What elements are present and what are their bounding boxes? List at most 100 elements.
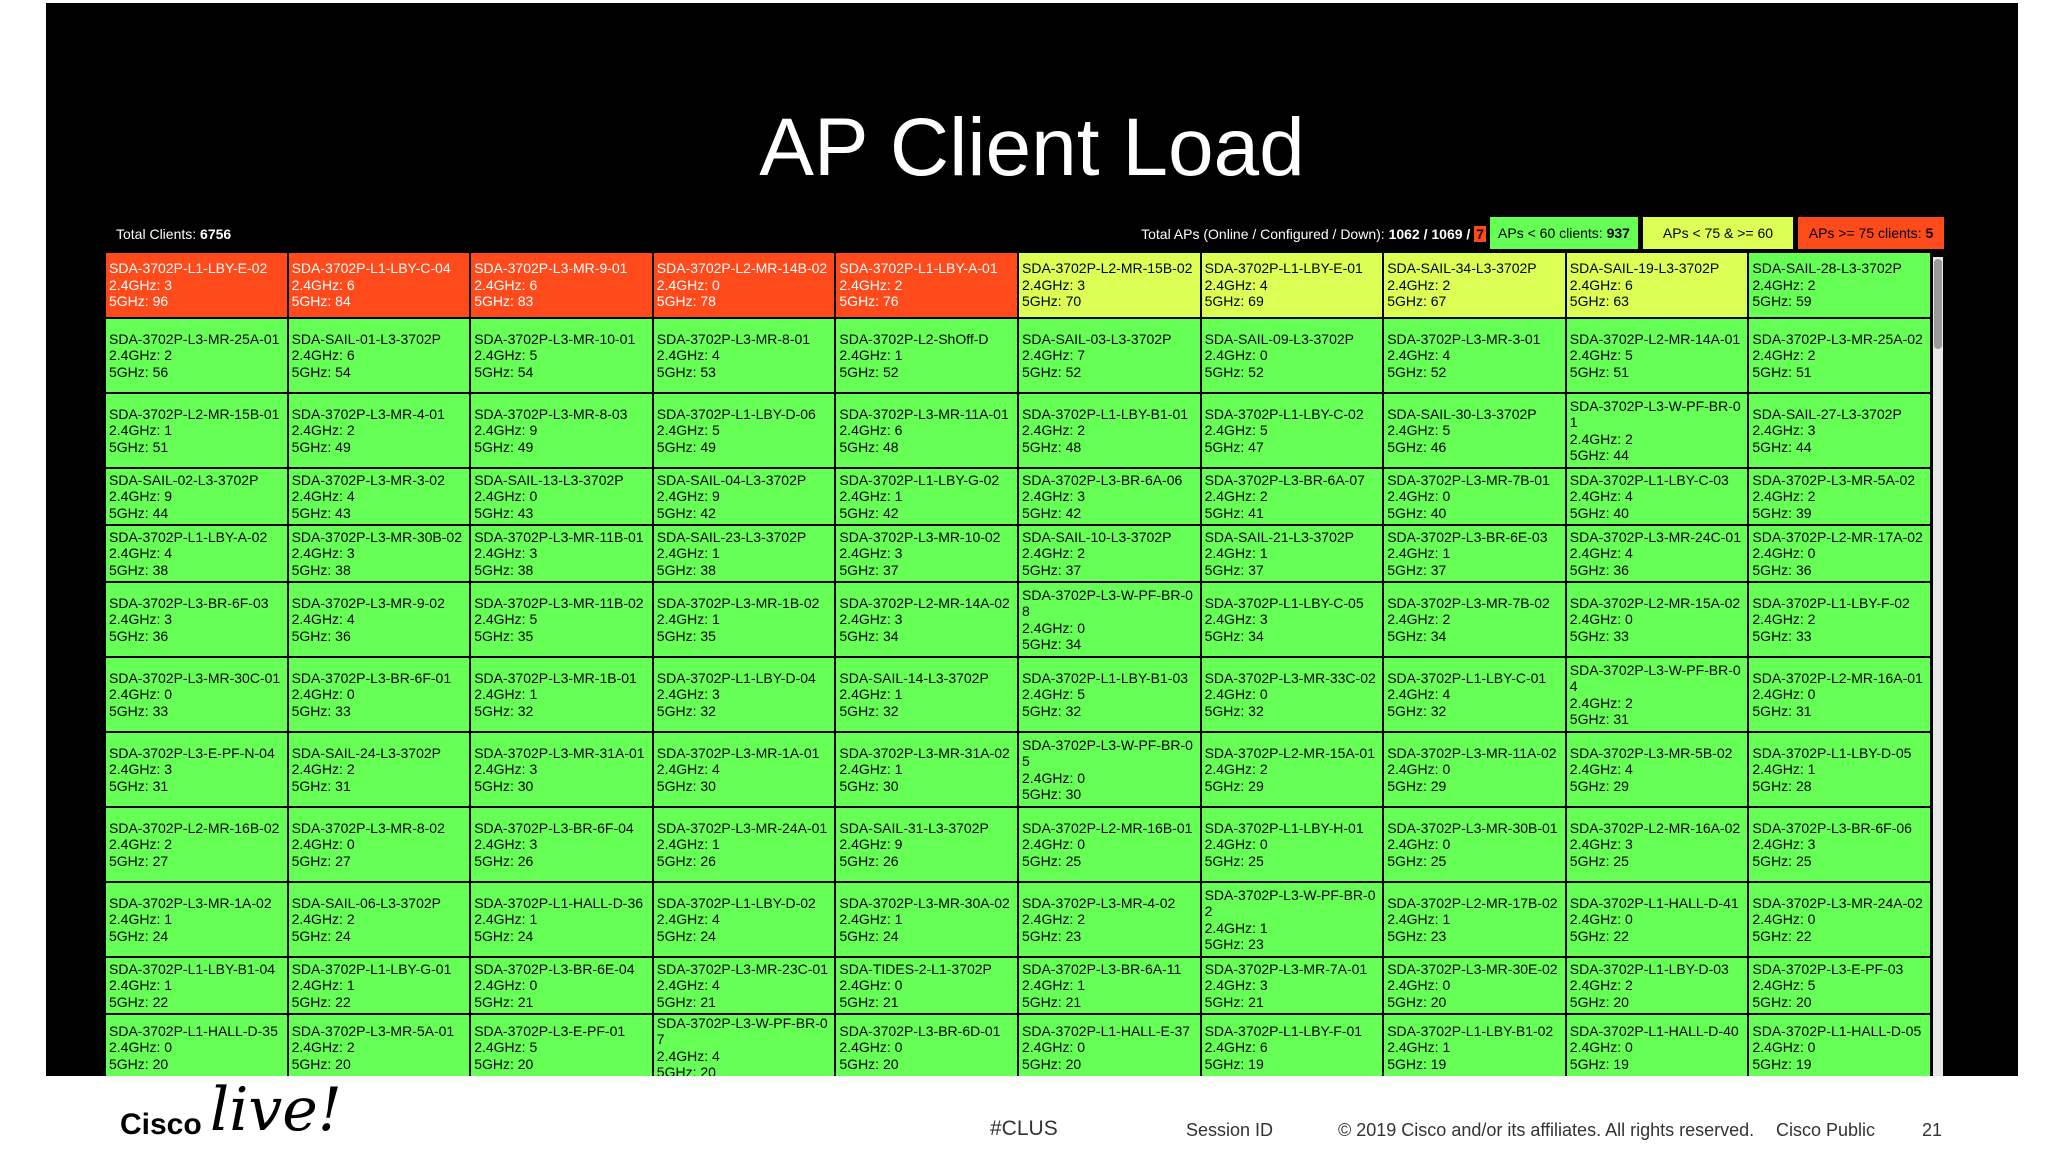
ap-2g-clients: 2.4GHz: 2: [292, 911, 467, 928]
ap-2g-clients: 2.4GHz: 0: [1387, 977, 1562, 994]
ap-2g-clients: 2.4GHz: 3: [1752, 836, 1927, 853]
ap-cell: SDA-3702P-L3-MR-30E-02 2.4GHz: 0 5GHz: 20: [1384, 958, 1565, 1013]
ap-5g-clients: 5GHz: 33: [109, 703, 284, 720]
band-label-2g: 2.4GHz:: [1387, 422, 1439, 439]
ap-2g-clients: 2.4GHz: 0: [1570, 1039, 1745, 1056]
ap-name: SDA-3702P-L3-BR-6E-03: [1387, 528, 1548, 545]
ap-2g-clients: 2.4GHz: 3: [109, 277, 284, 294]
band-label-2g: 2.4GHz:: [474, 276, 526, 293]
ap-name: SDA-3702P-L3-MR-10-01: [474, 330, 636, 347]
ap-name: SDA-3702P-L3-MR-30B-02: [291, 528, 462, 545]
ap-name: SDA-3702P-L3-BR-6E-04: [474, 960, 635, 977]
ap-cell: SDA-3702P-L2-MR-16A-01 2.4GHz: 0 5GHz: 31: [1749, 658, 1930, 731]
ap-5g-clients: 5GHz: 83: [474, 293, 649, 310]
band-label-2g: 2.4GHz:: [109, 911, 161, 928]
ap-name: SDA-3702P-L3-MR-9-02: [291, 594, 445, 611]
value-5g: 63: [1613, 293, 1629, 310]
grid-scrollbar[interactable]: [1933, 257, 1943, 1076]
band-label-5g: 5GHz:: [1387, 777, 1427, 794]
ap-name: SDA-3702P-L3-MR-31A-02: [839, 744, 1010, 761]
value-2g: 0: [346, 836, 355, 853]
band-label-5g: 5GHz:: [839, 1055, 880, 1072]
ap-5g-clients: 5GHz: 37: [839, 562, 1014, 579]
band-label-5g: 5GHz:: [474, 504, 514, 521]
ap-grid-viewport[interactable]: SDA-3702P-L1-LBY-E-02 2.4GHz: 3 5GHz: 96 SD…: [106, 253, 1930, 1076]
value-2g: 1: [529, 911, 538, 928]
legend-red-value: 5: [1925, 225, 1934, 241]
value-2g: 4: [1625, 545, 1633, 562]
ap-2g-clients: 2.4GHz: 5: [1752, 977, 1927, 994]
value-2g: 3: [1625, 836, 1633, 853]
value-2g: 0: [1442, 836, 1451, 853]
value-5g: 38: [152, 561, 169, 578]
ap-cell: SDA-3702P-L2-MR-16B-02 2.4GHz: 2 5GHz: 27: [106, 808, 287, 881]
band-label-5g: 5GHz:: [1387, 627, 1427, 644]
ap-cell: SDA-3702P-L3-MR-8-03 2.4GHz: 9 5GHz: 49: [471, 394, 652, 467]
ap-2g-clients: 2.4GHz: 4: [1205, 277, 1380, 294]
ap-cell: SDA-SAIL-21-L3-3702P 2.4GHz: 1 5GHz: 37: [1201, 526, 1383, 581]
ap-5g-clients: 5GHz: 32: [1387, 703, 1562, 720]
ap-5g-clients: 5GHz: 52: [1022, 364, 1197, 381]
band-label-2g: 2.4GHz:: [1752, 977, 1804, 994]
ap-cell: SDA-3702P-L1-LBY-D-06 2.4GHz: 5 5GHz: 49: [653, 394, 835, 467]
aps-down-badge: 7: [1474, 226, 1486, 242]
ap-name: SDA-SAIL-28-L3-3702P: [1752, 260, 1902, 277]
band-label-5g: 5GHz:: [291, 627, 332, 644]
value-2g: 0: [164, 1039, 173, 1056]
band-label-5g: 5GHz:: [1022, 363, 1062, 380]
ap-name: SDA-3702P-L3-MR-24A-02: [1752, 894, 1923, 911]
ap-2g-clients: 2.4GHz: 0: [1205, 686, 1380, 703]
ap-2g-clients: 2.4GHz: 0: [1752, 686, 1927, 703]
grid-scrollbar-thumb[interactable]: [1934, 259, 1942, 349]
ap-2g-clients: 2.4GHz: 1: [1387, 911, 1562, 928]
band-label-5g: 5GHz:: [1387, 993, 1427, 1010]
ap-name: SDA-3702P-L2-ShOff-D: [839, 330, 989, 347]
value-5g: 20: [152, 1055, 169, 1072]
band-label-5g: 5GHz:: [1569, 927, 1610, 944]
value-2g: 1: [1442, 545, 1451, 562]
ap-5g-clients: 5GHz: 24: [292, 928, 467, 945]
ap-2g-clients: 2.4GHz: 1: [657, 545, 832, 562]
ap-cell: SDA-3702P-L3-MR-30C-01 2.4GHz: 0 5GHz: 33: [106, 658, 287, 731]
ap-name: SDA-3702P-L3-MR-7B-02: [1387, 594, 1550, 611]
ap-2g-clients: 2.4GHz: 1: [1022, 977, 1197, 994]
ap-2g-clients: 2.4GHz: 6: [1570, 277, 1745, 294]
value-5g: 25: [1613, 852, 1629, 869]
band-label-2g: 2.4GHz:: [1387, 911, 1439, 928]
ap-cell: SDA-SAIL-31-L3-3702P 2.4GHz: 9 5GHz: 26: [836, 808, 1017, 881]
band-label-2g: 2.4GHz:: [1752, 1039, 1804, 1056]
ap-5g-clients: 5GHz: 20: [109, 1056, 284, 1073]
ap-cell: SDA-3702P-L3-MR-24A-02 2.4GHz: 0 5GHz: 22: [1749, 883, 1930, 956]
ap-5g-clients: 5GHz: 35: [657, 628, 832, 645]
ap-5g-clients: 5GHz: 32: [474, 703, 649, 720]
ap-name: SDA-3702P-L3-MR-11A-01: [839, 405, 1009, 422]
value-5g: 83: [517, 293, 534, 310]
ap-name: SDA-SAIL-31-L3-3702P: [839, 819, 989, 836]
value-5g: 30: [700, 777, 716, 794]
value-2g: 2: [164, 347, 173, 364]
value-5g: 37: [1065, 561, 1082, 578]
ap-cell: SDA-3702P-L1-LBY-G-01 2.4GHz: 1 5GHz: 22: [288, 958, 470, 1013]
ap-5g-clients: 5GHz: 78: [657, 293, 832, 310]
ap-name: SDA-3702P-L3-MR-30A-02: [839, 894, 1010, 911]
ap-5g-clients: 5GHz: 24: [474, 928, 649, 945]
band-label-5g: 5GHz:: [291, 363, 332, 380]
value-5g: 22: [1613, 927, 1629, 944]
value-2g: 4: [346, 488, 355, 505]
band-label-2g: 2.4GHz:: [1387, 1039, 1439, 1056]
ap-name: SDA-3702P-L3-BR-6A-11: [1022, 960, 1182, 977]
ap-5g-clients: 5GHz: 96: [109, 293, 284, 310]
ap-name: SDA-3702P-L3-E-PF-01: [474, 1022, 626, 1039]
value-5g: 51: [1795, 363, 1812, 380]
ap-cell: SDA-3702P-L3-BR-6A-07 2.4GHz: 2 5GHz: 41: [1201, 469, 1383, 524]
band-label-2g: 2.4GHz:: [656, 488, 709, 505]
value-2g: 4: [164, 545, 173, 562]
ap-cell: SDA-3702P-L3-BR-6F-04 2.4GHz: 3 5GHz: 26: [471, 808, 652, 881]
ap-name: SDA-3702P-L1-LBY-D-03: [1569, 960, 1729, 977]
ap-cell: SDA-3702P-L2-MR-15A-02 2.4GHz: 0 5GHz: 33: [1566, 583, 1748, 656]
ap-cell: SDA-3702P-L1-HALL-D-41 2.4GHz: 0 5GHz: 22: [1566, 883, 1748, 956]
ap-5g-clients: 5GHz: 44: [109, 505, 284, 522]
value-2g: 1: [712, 836, 720, 853]
ap-5g-clients: 5GHz: 25: [1022, 853, 1197, 870]
ap-2g-clients: 2.4GHz: 0: [474, 488, 649, 505]
